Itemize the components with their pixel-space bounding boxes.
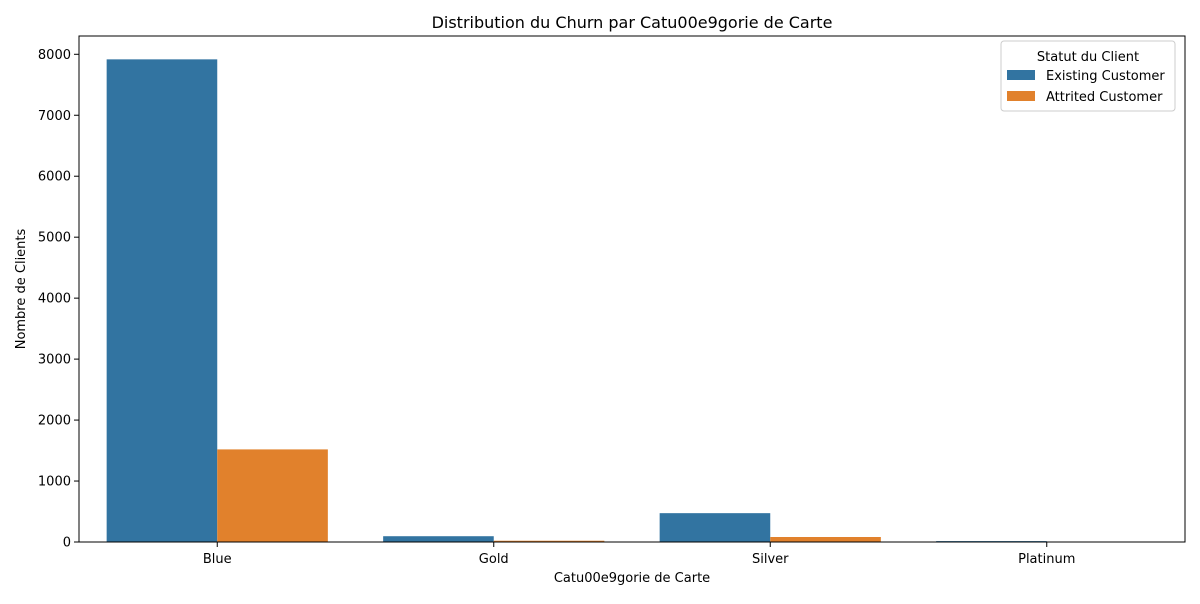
bar-silver-attrited-customer [770,537,881,542]
legend-label-attrited: Attrited Customer [1046,90,1163,105]
legend: Statut du Client Existing Customer Attri… [1001,41,1175,111]
bar-blue-attrited-customer [217,449,328,542]
y-tick-label: 7000 [38,109,71,124]
y-tick-label: 4000 [38,292,71,307]
bar-blue-existing-customer [107,59,218,542]
y-tick-label: 6000 [38,170,71,185]
y-tick-label: 8000 [38,48,71,63]
y-tick-label: 5000 [38,231,71,246]
x-tick-label: Platinum [1018,552,1075,567]
y-axis-label: Nombre de Clients [14,228,29,349]
bar-silver-existing-customer [660,513,771,542]
y-tick-label: 2000 [38,414,71,429]
plot-area: 0 1000 2000 3000 4000 5000 6000 7000 8000 Blue Gol… [38,36,1185,567]
bar-gold-existing-customer [383,536,494,542]
legend-label-existing: Existing Customer [1046,69,1165,84]
legend-swatch-attrited [1007,91,1035,101]
y-tick-label: 1000 [38,475,71,490]
chart-title: Distribution du Churn par Catu00e9gorie … [432,13,833,32]
x-tick-label: Blue [203,552,232,567]
x-tick-label: Silver [752,552,789,567]
legend-title: Statut du Client [1037,50,1139,65]
x-axis-label: Catu00e9gorie de Carte [554,571,710,586]
legend-swatch-existing [1007,70,1035,80]
x-tick-label: Gold [479,552,509,567]
y-tick-label: 3000 [38,353,71,368]
y-tick-label: 0 [63,536,71,551]
